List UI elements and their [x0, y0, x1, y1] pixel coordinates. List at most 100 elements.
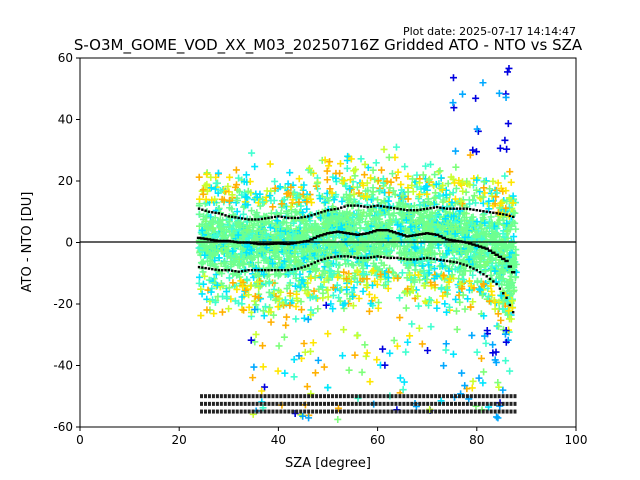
mean-point: [319, 234, 324, 237]
count-mark: [477, 394, 481, 399]
count-mark: [418, 409, 422, 414]
scatter-point: [248, 149, 256, 157]
scatter-point: [353, 239, 361, 247]
sigma-point: [340, 206, 343, 209]
scatter-point: [207, 184, 215, 192]
scatter-point: [458, 369, 466, 377]
scatter-point: [367, 174, 375, 182]
count-mark: [485, 401, 489, 406]
scatter-point: [360, 192, 368, 200]
scatter-point: [243, 275, 251, 283]
sigma-point: [419, 257, 422, 261]
scatter-point: [455, 256, 463, 264]
count-mark: [203, 394, 207, 399]
scatter-point: [482, 339, 490, 347]
scatter-point: [362, 352, 370, 360]
scatter-point: [407, 283, 415, 291]
count-mark: [259, 409, 263, 414]
count-mark: [354, 401, 358, 406]
scatter-point: [489, 177, 497, 185]
scatter-point: [499, 230, 507, 238]
sigma-point: [435, 258, 439, 261]
scatter-point: [243, 193, 251, 201]
sigma-point: [323, 210, 326, 213]
scatter-point: [263, 256, 271, 264]
mean-point: [279, 242, 284, 245]
sigma-point: [220, 213, 224, 216]
scatter-point: [374, 304, 382, 312]
scatter-point: [435, 192, 443, 200]
scatter-point: [427, 160, 435, 168]
scatter-point: [306, 294, 314, 302]
sigma-point: [379, 204, 383, 208]
scatter-point: [306, 253, 314, 261]
mean-point: [428, 232, 433, 235]
scatter-point: [511, 219, 519, 227]
scatter-point: [204, 223, 212, 231]
scatter-point: [498, 280, 506, 288]
scatter-point: [311, 223, 319, 231]
scatter-point: [404, 338, 412, 346]
mean-point: [438, 235, 443, 238]
scatter-point: [505, 194, 513, 202]
scatter-point: [337, 243, 345, 251]
scatter-point: [342, 182, 350, 190]
scatter-point: [242, 171, 250, 179]
sigma-point: [316, 259, 320, 263]
scatter-point: [506, 168, 514, 176]
scatter-point: [443, 286, 451, 294]
sigma-point: [263, 268, 267, 272]
y-axis: 60 40 20 0 -20 -40 -60: [53, 51, 80, 434]
scatter-point: [414, 292, 422, 300]
scatter-point: [434, 221, 442, 229]
count-mark: [465, 401, 469, 406]
scatter-point: [486, 222, 494, 230]
sigma-point: [432, 257, 436, 261]
scatter-point: [369, 194, 377, 202]
scatter-point: [431, 265, 439, 273]
scatter-point: [363, 281, 371, 289]
scatter-point: [495, 322, 503, 330]
count-mark: [378, 409, 382, 414]
mean-point: [458, 240, 463, 243]
sigma-point: [396, 207, 399, 210]
scatter-point: [449, 350, 457, 358]
scatter-point: [419, 171, 427, 179]
scatter-point: [298, 306, 306, 314]
scatter-point: [351, 274, 359, 282]
scatter-point: [322, 213, 330, 221]
sigma-point: [353, 256, 356, 259]
scatter-point: [325, 261, 333, 269]
count-mark: [203, 409, 207, 414]
scatter-point: [273, 210, 281, 218]
scatter-point: [469, 377, 477, 385]
scatter-point: [292, 194, 300, 202]
scatter-point: [369, 166, 377, 174]
scatter-point: [469, 271, 477, 279]
count-mark: [374, 409, 378, 414]
count-mark: [358, 394, 362, 399]
scatter-point: [314, 227, 322, 235]
scatter-point: [359, 270, 367, 278]
scatter-point: [456, 298, 464, 306]
scatter-point: [485, 293, 493, 301]
sigma-point: [502, 292, 505, 295]
scatter-point: [208, 196, 216, 204]
scatter-point: [207, 173, 215, 181]
scatter-point: [240, 306, 248, 314]
count-mark: [227, 409, 231, 414]
count-mark: [200, 401, 204, 406]
scatter-point: [440, 271, 448, 279]
scatter-point: [219, 292, 227, 300]
scatter-point: [494, 379, 502, 387]
count-mark: [342, 401, 346, 406]
scatter-point: [456, 280, 464, 288]
mean-point: [484, 247, 489, 250]
scatter-point: [368, 268, 376, 276]
scatter-point: [224, 182, 232, 190]
scatter-point: [267, 209, 275, 217]
scatter-point: [439, 181, 447, 189]
count-mark: [307, 401, 311, 406]
count-mark: [426, 409, 430, 414]
scatter-point: [512, 251, 520, 259]
